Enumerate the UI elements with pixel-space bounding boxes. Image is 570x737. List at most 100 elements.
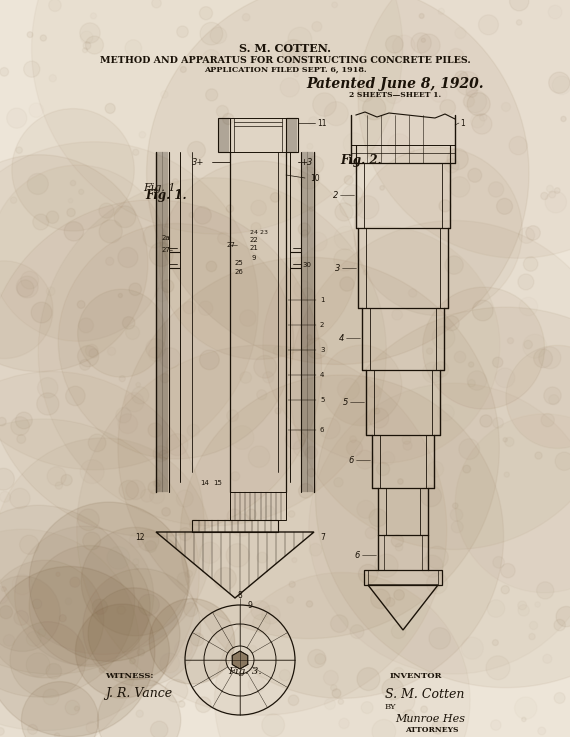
- Circle shape: [64, 222, 84, 241]
- Text: 3: 3: [335, 264, 340, 273]
- Circle shape: [466, 86, 478, 97]
- Circle shape: [282, 40, 305, 63]
- Bar: [230, 118, 286, 152]
- Bar: [286, 118, 298, 152]
- Circle shape: [129, 658, 136, 664]
- Circle shape: [463, 465, 471, 473]
- Circle shape: [206, 89, 218, 101]
- Circle shape: [394, 590, 404, 600]
- Circle shape: [83, 569, 201, 686]
- Circle shape: [358, 0, 570, 258]
- Circle shape: [119, 376, 125, 382]
- Text: 9: 9: [252, 255, 256, 261]
- Text: ATTORNEYS: ATTORNEYS: [405, 726, 458, 734]
- Circle shape: [184, 602, 198, 617]
- Circle shape: [46, 663, 62, 679]
- Circle shape: [160, 348, 181, 368]
- Circle shape: [196, 697, 211, 713]
- Text: 3+: 3+: [192, 158, 204, 167]
- Text: 21: 21: [250, 245, 259, 251]
- Circle shape: [445, 256, 463, 274]
- Circle shape: [456, 71, 480, 95]
- Circle shape: [357, 668, 380, 691]
- Circle shape: [15, 526, 154, 666]
- Circle shape: [16, 147, 22, 153]
- Text: +3: +3: [300, 158, 312, 167]
- Text: Fig. 3.: Fig. 3.: [228, 668, 262, 677]
- Text: 25: 25: [235, 260, 244, 266]
- Circle shape: [17, 276, 38, 298]
- Circle shape: [27, 32, 33, 38]
- Circle shape: [419, 13, 424, 18]
- Text: Munroe Hes: Munroe Hes: [395, 714, 465, 724]
- Circle shape: [0, 142, 258, 469]
- Circle shape: [0, 727, 4, 736]
- Circle shape: [0, 155, 148, 371]
- Circle shape: [76, 345, 447, 715]
- Circle shape: [263, 226, 500, 464]
- Circle shape: [286, 430, 306, 450]
- Circle shape: [503, 438, 507, 442]
- Circle shape: [469, 362, 474, 367]
- Circle shape: [12, 108, 135, 231]
- Circle shape: [29, 545, 150, 666]
- Circle shape: [99, 667, 105, 673]
- Circle shape: [306, 601, 313, 607]
- Circle shape: [83, 532, 101, 550]
- Circle shape: [146, 0, 529, 365]
- Circle shape: [302, 230, 308, 237]
- Circle shape: [0, 468, 14, 490]
- Circle shape: [61, 475, 72, 486]
- Circle shape: [467, 93, 490, 116]
- Circle shape: [0, 371, 204, 674]
- Circle shape: [468, 168, 482, 182]
- Circle shape: [0, 506, 135, 697]
- Text: 22: 22: [250, 237, 259, 243]
- Circle shape: [526, 226, 540, 240]
- Circle shape: [190, 520, 201, 531]
- Polygon shape: [232, 651, 248, 669]
- Text: 3: 3: [320, 347, 324, 353]
- Circle shape: [541, 192, 548, 200]
- Circle shape: [340, 277, 354, 291]
- Circle shape: [119, 293, 123, 298]
- Text: 2a: 2a: [161, 235, 170, 241]
- Circle shape: [421, 706, 428, 713]
- Circle shape: [223, 113, 234, 125]
- Bar: [218, 118, 230, 152]
- Circle shape: [478, 15, 498, 35]
- Circle shape: [534, 349, 552, 368]
- Circle shape: [549, 72, 570, 94]
- Circle shape: [214, 567, 237, 590]
- Circle shape: [432, 721, 445, 734]
- Circle shape: [177, 26, 188, 38]
- Circle shape: [10, 621, 86, 697]
- Circle shape: [149, 242, 173, 267]
- Circle shape: [206, 261, 217, 272]
- Circle shape: [190, 633, 204, 646]
- Circle shape: [439, 200, 451, 212]
- Circle shape: [133, 149, 139, 156]
- Circle shape: [429, 628, 450, 649]
- Circle shape: [556, 607, 570, 626]
- Circle shape: [214, 573, 470, 737]
- Circle shape: [56, 572, 60, 576]
- Circle shape: [11, 416, 30, 436]
- Circle shape: [75, 706, 79, 711]
- Circle shape: [23, 61, 40, 77]
- Circle shape: [149, 598, 235, 684]
- Circle shape: [254, 355, 276, 378]
- Circle shape: [99, 220, 123, 243]
- Circle shape: [17, 435, 26, 444]
- Circle shape: [561, 116, 566, 122]
- Circle shape: [506, 346, 570, 448]
- Circle shape: [38, 178, 386, 526]
- Text: 6: 6: [349, 455, 354, 464]
- Circle shape: [31, 302, 52, 323]
- Text: 10: 10: [310, 173, 320, 183]
- Circle shape: [148, 481, 160, 494]
- Circle shape: [27, 724, 38, 734]
- Circle shape: [194, 206, 211, 224]
- Text: 7: 7: [320, 533, 325, 542]
- Text: 30: 30: [302, 262, 311, 268]
